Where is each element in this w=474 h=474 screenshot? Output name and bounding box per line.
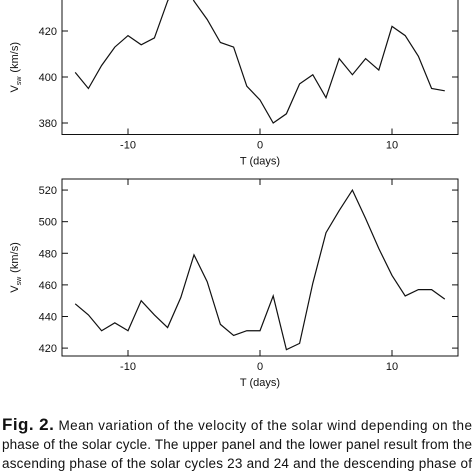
y-label-symbol: V	[9, 84, 21, 92]
y-tick-label: 500	[39, 217, 57, 229]
y-tick-label: 520	[39, 185, 57, 197]
x-tick-label: -10	[120, 361, 136, 373]
chart-panel: 420 440 460 480 500 520 -10 0 10 T (days) Vsw (km/s…	[9, 178, 459, 389]
caption-line: ascending phase of the solar cycles 23 a…	[2, 456, 472, 471]
y-tick-label: 420	[39, 343, 57, 355]
x-axis-label: T (days)	[240, 377, 280, 389]
y-tick-label: 380	[39, 118, 57, 130]
data-line	[74, 188, 446, 351]
y-label-symbol: V	[9, 285, 21, 293]
x-tick-label: 0	[257, 361, 263, 373]
x-axis-label: T (days)	[240, 156, 280, 168]
y-tick-label: 440	[39, 311, 57, 323]
y-axis-label: Vsw (km/s)	[9, 42, 23, 92]
caption-line: Fig. 2. Mean variation of the velocity o…	[2, 415, 472, 434]
y-label-subscript: sw	[16, 76, 23, 86]
y-label-unit: (km/s)	[9, 242, 21, 273]
x-tick-label: -10	[120, 140, 136, 152]
data-line	[74, 0, 445, 124]
y-tick-label: 420	[39, 26, 57, 38]
caption-line: phase of the solar cycle. The upper pane…	[2, 437, 472, 452]
y-axis-label: Vsw (km/s)	[9, 242, 23, 292]
y-tick-label: 480	[39, 248, 57, 260]
y-label-subscript: sw	[16, 276, 23, 286]
caption-text: Mean variation of the velocity of the so…	[58, 418, 472, 433]
y-tick-label: 460	[39, 280, 57, 292]
plot-frame	[61, 0, 459, 135]
y-tick-label: 400	[39, 72, 57, 84]
x-tick-label: 10	[386, 140, 398, 152]
figure-label: Fig. 2.	[2, 415, 54, 434]
y-label-unit: (km/s)	[9, 42, 21, 73]
chart-panel: 380 400 420 -10 0 10 T (days) Vsw (km/s)	[9, 0, 459, 168]
x-tick-label: 0	[257, 140, 263, 152]
x-tick-label: 10	[386, 361, 398, 373]
